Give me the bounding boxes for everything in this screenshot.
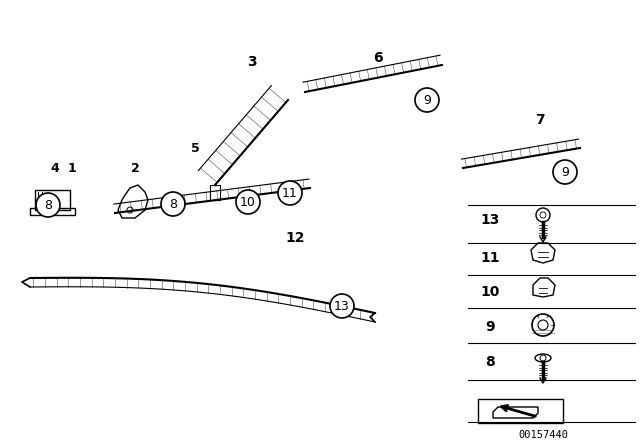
Text: 7: 7 xyxy=(535,113,545,127)
Text: 8: 8 xyxy=(485,355,495,369)
Circle shape xyxy=(415,88,439,112)
Text: 5: 5 xyxy=(191,142,200,155)
Circle shape xyxy=(278,181,302,205)
Circle shape xyxy=(553,160,577,184)
Text: 12: 12 xyxy=(285,231,305,245)
Text: 11: 11 xyxy=(480,251,500,265)
FancyBboxPatch shape xyxy=(478,399,563,423)
Text: 13: 13 xyxy=(334,300,350,313)
Circle shape xyxy=(330,294,354,318)
Text: 10: 10 xyxy=(240,195,256,208)
Text: 13: 13 xyxy=(480,213,500,227)
Circle shape xyxy=(36,193,60,217)
Text: 9: 9 xyxy=(485,320,495,334)
Text: 4: 4 xyxy=(51,161,60,175)
Text: 2: 2 xyxy=(131,161,140,175)
Text: 6: 6 xyxy=(373,51,383,65)
Circle shape xyxy=(161,192,185,216)
Text: 3: 3 xyxy=(247,55,257,69)
Text: 11: 11 xyxy=(282,186,298,199)
Text: 8: 8 xyxy=(44,198,52,211)
Text: 00157440: 00157440 xyxy=(518,430,568,440)
Text: 1: 1 xyxy=(68,161,76,175)
Text: 9: 9 xyxy=(561,165,569,178)
Text: 9: 9 xyxy=(423,94,431,107)
Circle shape xyxy=(236,190,260,214)
Text: 10: 10 xyxy=(480,285,500,299)
Text: 8: 8 xyxy=(169,198,177,211)
